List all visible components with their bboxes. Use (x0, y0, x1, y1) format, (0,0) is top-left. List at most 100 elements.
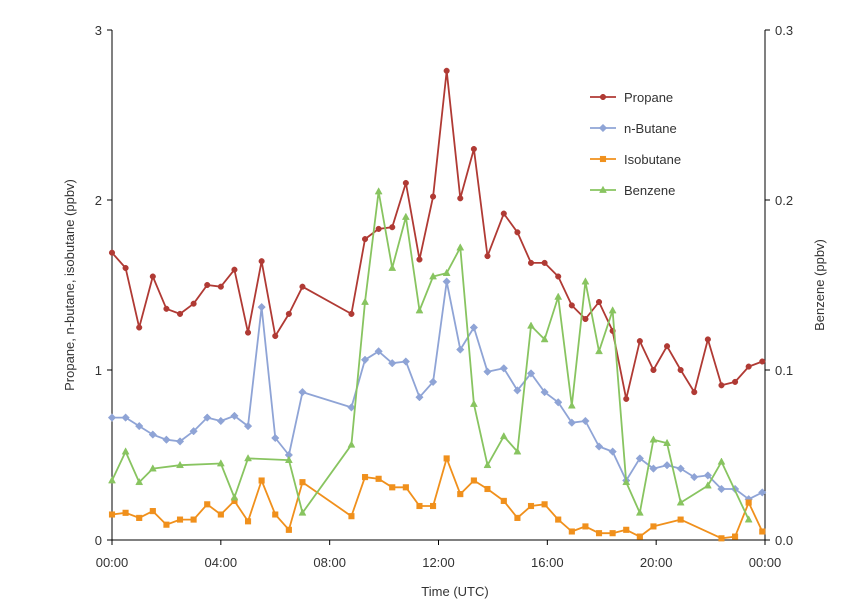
data-point-propane (484, 253, 491, 260)
data-point-n-butane (499, 364, 508, 373)
data-point-propane (514, 229, 521, 236)
data-point-propane (541, 259, 548, 266)
series-isobutane (108, 455, 766, 542)
data-point-isobutane (484, 485, 491, 493)
data-point-isobutane (430, 502, 437, 510)
data-point-propane (664, 343, 671, 350)
x-tick-label: 00:00 (749, 555, 782, 570)
data-point-benzene (401, 212, 410, 220)
series-line-n-butane (112, 280, 763, 501)
series-line-propane (111, 69, 763, 400)
data-point-benzene (513, 447, 522, 455)
data-point-propane (149, 273, 156, 280)
data-point-benzene (121, 447, 130, 455)
legend-item-isobutane: Isobutane (590, 152, 681, 167)
data-point-propane (430, 193, 437, 200)
data-point-isobutane (122, 509, 129, 516)
data-point-n-butane (581, 416, 590, 426)
y-left-tick-label: 2 (95, 193, 102, 208)
data-point-benzene (663, 438, 671, 446)
series-line-benzene (111, 190, 750, 520)
x-tick-label: 20:00 (640, 555, 673, 570)
data-point-isobutane (136, 514, 143, 521)
series-propane (108, 67, 766, 402)
data-point-n-butane (298, 387, 307, 397)
data-point-n-butane (121, 413, 130, 422)
data-point-propane (500, 210, 507, 217)
x-tick-label: 12:00 (422, 555, 455, 570)
data-point-propane (595, 298, 603, 306)
data-point-n-butane (203, 413, 212, 422)
data-point-n-butane (135, 421, 144, 431)
data-point-isobutane (541, 501, 548, 508)
data-point-benzene (540, 335, 549, 343)
data-point-propane (258, 258, 265, 265)
data-point-n-butane (513, 386, 522, 395)
data-point-n-butane (456, 345, 465, 354)
data-point-isobutane (568, 528, 575, 535)
data-point-benzene (676, 498, 685, 506)
series-line-isobutane (111, 457, 764, 540)
legend-swatch-marker (599, 93, 607, 101)
data-point-isobutane (732, 533, 739, 540)
data-point-propane (244, 329, 252, 336)
legend: Propane n-Butane Isobutane Benzene (590, 90, 681, 198)
data-point-benzene (361, 297, 369, 305)
data-point-propane (636, 338, 643, 345)
data-point-isobutane (718, 535, 725, 542)
data-point-benzene (442, 268, 451, 276)
data-point-n-butane (401, 357, 411, 366)
data-point-n-butane (189, 427, 198, 436)
data-point-propane (527, 259, 535, 266)
data-point-isobutane (272, 511, 279, 518)
data-point-benzene (298, 508, 307, 516)
data-point-benzene (108, 476, 116, 484)
data-point-n-butane (469, 323, 479, 332)
data-point-propane (718, 382, 725, 389)
data-point-propane (470, 145, 477, 153)
data-point-n-butane (676, 464, 685, 473)
data-point-isobutane (759, 528, 766, 535)
data-point-propane (176, 310, 184, 317)
data-point-n-butane (107, 413, 117, 422)
data-point-n-butane (649, 464, 658, 473)
data-point-propane (348, 310, 355, 317)
data-point-n-butane (428, 377, 438, 387)
data-point-propane (732, 378, 739, 385)
data-point-benzene (469, 399, 478, 407)
data-point-propane (136, 324, 143, 331)
x-tick-label: 00:00 (96, 555, 129, 570)
x-tick-label: 08:00 (313, 555, 346, 570)
data-point-propane (299, 283, 306, 290)
data-point-isobutane (285, 526, 292, 533)
x-tick-label: 04:00 (205, 555, 238, 570)
data-point-isobutane (443, 455, 450, 462)
data-point-propane (163, 305, 170, 312)
y-right-tick-label: 0.2 (775, 193, 793, 208)
data-point-propane (691, 389, 698, 396)
data-point-n-butane (567, 418, 576, 427)
data-point-propane (568, 302, 575, 309)
y-left-tick-label: 0 (95, 533, 102, 548)
data-point-n-butane (442, 277, 451, 286)
data-point-isobutane (190, 516, 197, 523)
data-point-propane (402, 179, 409, 187)
data-point-n-butane (243, 421, 253, 431)
data-point-isobutane (402, 484, 409, 491)
data-point-isobutane (389, 484, 396, 491)
data-point-propane (285, 310, 292, 317)
data-point-propane (759, 358, 766, 365)
series-benzene (108, 187, 753, 523)
data-point-isobutane (108, 511, 116, 518)
x-axis-title: Time (UTC) (421, 584, 488, 599)
y-left-tick-label: 3 (95, 23, 102, 38)
axes: 00:00 04:00 08:00 12:00 16:00 20:00 00:00 0 1 2 3 0… (95, 23, 793, 570)
data-point-n-butane (216, 416, 225, 426)
data-point-isobutane (163, 521, 170, 528)
legend-swatch-marker (598, 123, 608, 133)
data-point-n-butane (608, 447, 617, 456)
data-point-n-butane (483, 367, 492, 376)
data-point-isobutane (204, 501, 211, 508)
series-layer (107, 67, 767, 542)
